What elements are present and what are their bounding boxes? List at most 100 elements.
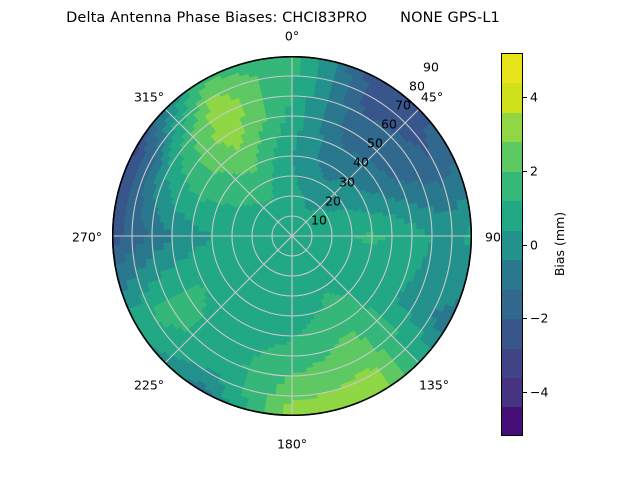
- contour-cell: [162, 235, 168, 244]
- contour-cell: [287, 306, 293, 311]
- contour-cell: [291, 388, 301, 393]
- contour-cell: [296, 141, 303, 147]
- contour-cell: [229, 238, 234, 243]
- contour-cell: [146, 235, 152, 244]
- contour-cell: [286, 325, 293, 331]
- contour-cell: [291, 321, 298, 327]
- contour-cell: [154, 228, 160, 237]
- contour-cell: [193, 235, 199, 242]
- contour-cell: [291, 137, 298, 143]
- contour-cell: [205, 235, 211, 241]
- contour-cell: [291, 325, 298, 331]
- contour-cell: [225, 238, 231, 244]
- contour-cell: [295, 317, 302, 323]
- contour-cell: [381, 230, 387, 237]
- contour-cell: [287, 161, 293, 166]
- contour-cell: [182, 229, 187, 237]
- contour-cell: [432, 235, 438, 244]
- contour-cell: [353, 228, 359, 234]
- contour-cell: [296, 325, 303, 331]
- contour-cell: [285, 122, 293, 127]
- contour-cell: [291, 306, 297, 311]
- contour-cell: [186, 235, 191, 242]
- contour-cell: [291, 345, 299, 350]
- contour-cell: [291, 309, 297, 315]
- contour-cell: [282, 145, 288, 151]
- contour-cell: [146, 228, 152, 237]
- contour-cell: [291, 376, 300, 382]
- contour-cell: [283, 395, 293, 401]
- contour-cell: [282, 317, 289, 323]
- contour-cell: [291, 337, 298, 342]
- contour-cell: [451, 235, 457, 245]
- contour-cell: [285, 126, 293, 131]
- contour-cell: [291, 118, 299, 123]
- contour-cell: [284, 106, 293, 112]
- contour-cell: [291, 360, 300, 366]
- contour-cell: [285, 118, 293, 123]
- contour-cell: [381, 225, 387, 232]
- contour-cell: [373, 239, 379, 246]
- polar-axes: 0° 45° 90 135° 180° 225° 270° 315° 10 20…: [72, 29, 501, 452]
- contour-cell: [291, 356, 299, 362]
- contour-cell: [401, 235, 406, 243]
- contour-cell: [397, 229, 402, 237]
- contour-cell: [296, 137, 303, 143]
- contour-cell: [217, 239, 223, 245]
- contour-cell: [365, 227, 371, 233]
- contour-cell: [385, 230, 391, 237]
- contour-cell: [385, 240, 391, 247]
- contour-cell: [286, 145, 293, 151]
- contour-cell: [201, 230, 207, 237]
- contour-cell: [296, 329, 303, 335]
- contour-cell: [291, 71, 301, 77]
- contour-cell: [295, 301, 300, 307]
- contour-cell: [283, 161, 289, 167]
- contour-cell: [397, 235, 402, 243]
- contour-cell: [291, 157, 297, 163]
- contour-cell: [217, 235, 222, 241]
- page-title: Delta Antenna Phase Biases: CHCI83PRO NO…: [66, 10, 500, 26]
- contour-cell: [287, 165, 293, 170]
- contour-cell: [294, 294, 299, 299]
- contour-cell: [286, 141, 293, 147]
- contour-cell: [365, 231, 371, 237]
- contour-cell: [295, 149, 302, 155]
- contour-cell: [281, 137, 288, 143]
- contour-cell: [416, 235, 422, 244]
- contour-cell: [285, 345, 293, 350]
- contour-cell: [201, 240, 207, 246]
- contour-cell: [377, 226, 383, 232]
- contour-cell: [362, 231, 367, 237]
- contour-cell: [291, 106, 300, 112]
- contour-cell: [286, 337, 293, 342]
- contour-cell: [158, 228, 164, 237]
- contour-cell: [377, 230, 383, 237]
- contour-cell: [285, 114, 293, 120]
- contour-cell: [291, 114, 299, 120]
- contour-cell: [346, 229, 351, 234]
- contour-cell: [291, 364, 300, 370]
- contour-cell: [424, 235, 430, 244]
- contour-cell: [221, 235, 226, 241]
- contour-cell: [283, 384, 293, 389]
- contour-cell: [412, 229, 418, 237]
- contour-cell: [282, 321, 288, 327]
- contour-cell: [432, 228, 438, 237]
- contour-cell: [213, 239, 219, 245]
- contour-cell: [408, 229, 414, 237]
- contour-cell: [284, 368, 293, 374]
- contour-cell: [158, 235, 164, 244]
- contour-cell: [285, 349, 293, 354]
- contour-cell: [416, 228, 422, 237]
- contour-cell: [193, 230, 199, 237]
- contour-cell: [178, 229, 183, 237]
- contour-cell: [287, 157, 293, 163]
- contour-cell: [393, 235, 398, 242]
- contour-cell: [358, 235, 363, 241]
- contour-cell: [142, 235, 148, 245]
- contour-cell: [291, 302, 297, 307]
- contour-cell: [281, 325, 288, 331]
- contour-cell: [412, 235, 418, 243]
